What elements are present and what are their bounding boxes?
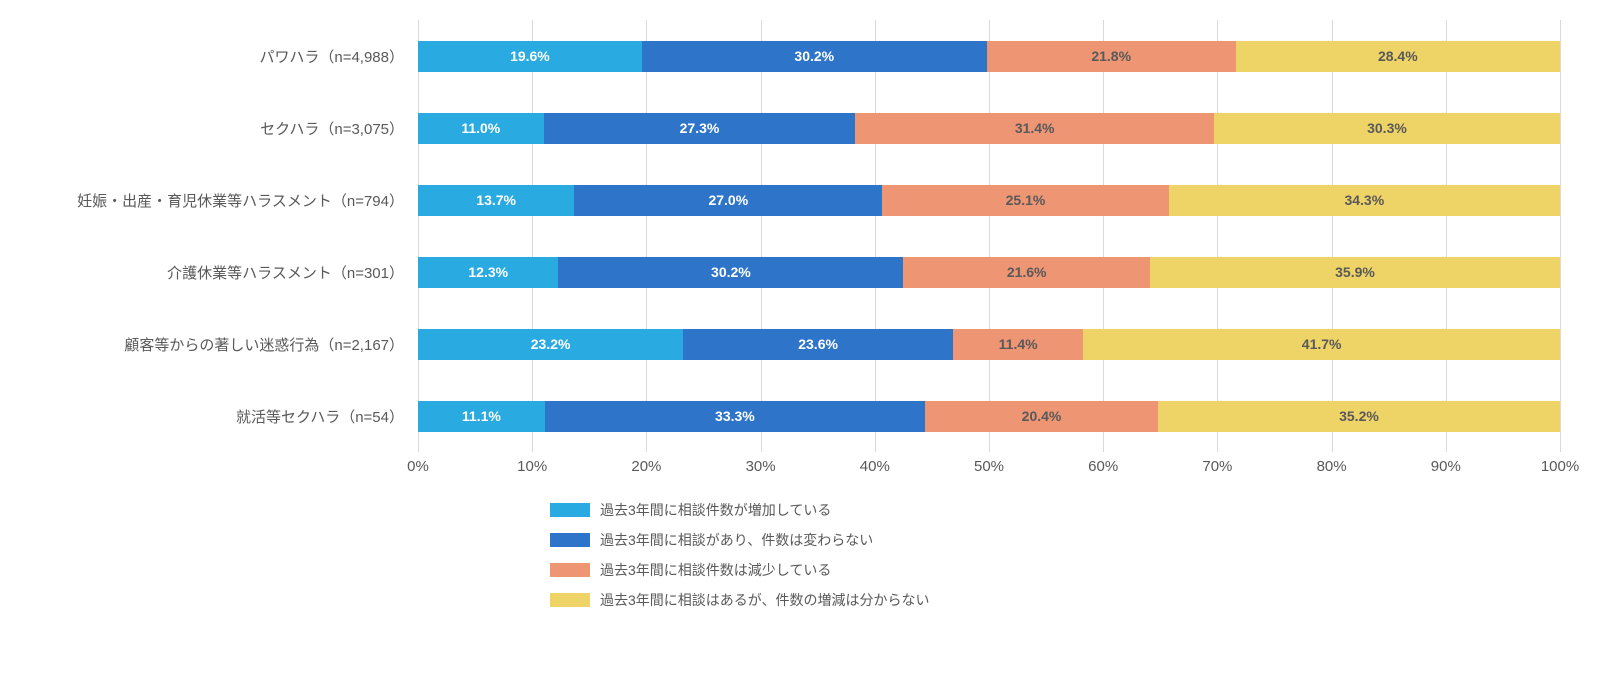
legend: 過去3年間に相談件数が増加している過去3年間に相談があり、件数は変わらない過去3… bbox=[40, 500, 1560, 610]
bar-segment-increase: 23.2% bbox=[418, 329, 683, 360]
legend-item-unknown: 過去3年間に相談はあるが、件数の増減は分からない bbox=[550, 590, 1050, 610]
bar-row: 12.3%30.2%21.6%35.9% bbox=[418, 236, 1560, 308]
bar-segment-same: 30.2% bbox=[558, 257, 903, 288]
bar-segment-increase: 13.7% bbox=[418, 185, 574, 216]
bar-row: 19.6%30.2%21.8%28.4% bbox=[418, 20, 1560, 92]
bar-segment-same: 27.0% bbox=[574, 185, 882, 216]
gridline bbox=[1560, 20, 1561, 452]
bar-segment-same: 33.3% bbox=[545, 401, 925, 432]
x-axis-tick-label: 40% bbox=[860, 458, 890, 475]
stacked-bar: 13.7%27.0%25.1%34.3% bbox=[418, 185, 1560, 216]
stacked-bar: 11.0%27.3%31.4%30.3% bbox=[418, 113, 1560, 144]
category-label: 就活等セクハラ（n=54） bbox=[40, 380, 410, 452]
bar-segment-unknown: 35.2% bbox=[1158, 401, 1560, 432]
legend-label: 過去3年間に相談件数が増加している bbox=[600, 500, 831, 520]
x-axis-tick-label: 0% bbox=[407, 458, 429, 475]
category-label: 妊娠・出産・育児休業等ハラスメント（n=794） bbox=[40, 164, 410, 236]
x-axis-tick-label: 10% bbox=[517, 458, 547, 475]
bar-segment-decrease: 11.4% bbox=[953, 329, 1083, 360]
bar-segment-increase: 19.6% bbox=[418, 41, 642, 72]
stacked-bar: 23.2%23.6%11.4%41.7% bbox=[418, 329, 1560, 360]
bar-segment-same: 27.3% bbox=[544, 113, 856, 144]
bar-segment-decrease: 21.6% bbox=[903, 257, 1150, 288]
bars-column: 19.6%30.2%21.8%28.4%11.0%27.3%31.4%30.3%… bbox=[418, 20, 1560, 452]
bar-row: 11.1%33.3%20.4%35.2% bbox=[418, 380, 1560, 452]
stacked-bar: 19.6%30.2%21.8%28.4% bbox=[418, 41, 1560, 72]
legend-label: 過去3年間に相談はあるが、件数の増減は分からない bbox=[600, 590, 930, 610]
x-axis-tick-label: 20% bbox=[631, 458, 661, 475]
bar-segment-unknown: 35.9% bbox=[1150, 257, 1560, 288]
bar-row: 23.2%23.6%11.4%41.7% bbox=[418, 308, 1560, 380]
category-label: セクハラ（n=3,075） bbox=[40, 92, 410, 164]
x-axis-tick-label: 30% bbox=[746, 458, 776, 475]
stacked-bar: 11.1%33.3%20.4%35.2% bbox=[418, 401, 1560, 432]
legend-swatch bbox=[550, 593, 590, 607]
legend-item-increase: 過去3年間に相談件数が増加している bbox=[550, 500, 1050, 520]
legend-swatch bbox=[550, 563, 590, 577]
bar-segment-unknown: 28.4% bbox=[1236, 41, 1560, 72]
legend-label: 過去3年間に相談件数は減少している bbox=[600, 560, 831, 580]
bar-segment-decrease: 21.8% bbox=[987, 41, 1236, 72]
bar-segment-decrease: 25.1% bbox=[882, 185, 1168, 216]
category-label: 顧客等からの著しい迷惑行為（n=2,167） bbox=[40, 308, 410, 380]
x-axis: 0%10%20%30%40%50%60%70%80%90%100% bbox=[418, 452, 1560, 476]
bar-segment-decrease: 20.4% bbox=[925, 401, 1158, 432]
legend-swatch bbox=[550, 503, 590, 517]
category-labels-column: パワハラ（n=4,988）セクハラ（n=3,075）妊娠・出産・育児休業等ハラス… bbox=[40, 20, 410, 476]
bar-segment-unknown: 30.3% bbox=[1214, 113, 1560, 144]
category-label: 介護休業等ハラスメント（n=301） bbox=[40, 236, 410, 308]
legend-label: 過去3年間に相談があり、件数は変わらない bbox=[600, 530, 873, 550]
stacked-bar: 12.3%30.2%21.6%35.9% bbox=[418, 257, 1560, 288]
bar-segment-increase: 11.1% bbox=[418, 401, 545, 432]
harassment-consultation-chart: パワハラ（n=4,988）セクハラ（n=3,075）妊娠・出産・育児休業等ハラス… bbox=[40, 20, 1560, 610]
legend-item-same: 過去3年間に相談があり、件数は変わらない bbox=[550, 530, 1050, 550]
x-axis-tick-label: 90% bbox=[1431, 458, 1461, 475]
x-axis-tick-label: 60% bbox=[1088, 458, 1118, 475]
bar-row: 13.7%27.0%25.1%34.3% bbox=[418, 164, 1560, 236]
legend-swatch bbox=[550, 533, 590, 547]
bar-segment-unknown: 34.3% bbox=[1169, 185, 1560, 216]
plot-area: 19.6%30.2%21.8%28.4%11.0%27.3%31.4%30.3%… bbox=[418, 20, 1560, 476]
bar-segment-increase: 12.3% bbox=[418, 257, 558, 288]
bar-row: 11.0%27.3%31.4%30.3% bbox=[418, 92, 1560, 164]
legend-item-decrease: 過去3年間に相談件数は減少している bbox=[550, 560, 1050, 580]
bar-segment-decrease: 31.4% bbox=[855, 113, 1214, 144]
bar-segment-same: 23.6% bbox=[683, 329, 953, 360]
x-axis-tick-label: 70% bbox=[1202, 458, 1232, 475]
bar-segment-increase: 11.0% bbox=[418, 113, 544, 144]
x-axis-tick-label: 100% bbox=[1541, 458, 1579, 475]
category-label: パワハラ（n=4,988） bbox=[40, 20, 410, 92]
bar-segment-same: 30.2% bbox=[642, 41, 987, 72]
bar-segment-unknown: 41.7% bbox=[1083, 329, 1560, 360]
x-axis-tick-label: 50% bbox=[974, 458, 1004, 475]
x-axis-tick-label: 80% bbox=[1317, 458, 1347, 475]
